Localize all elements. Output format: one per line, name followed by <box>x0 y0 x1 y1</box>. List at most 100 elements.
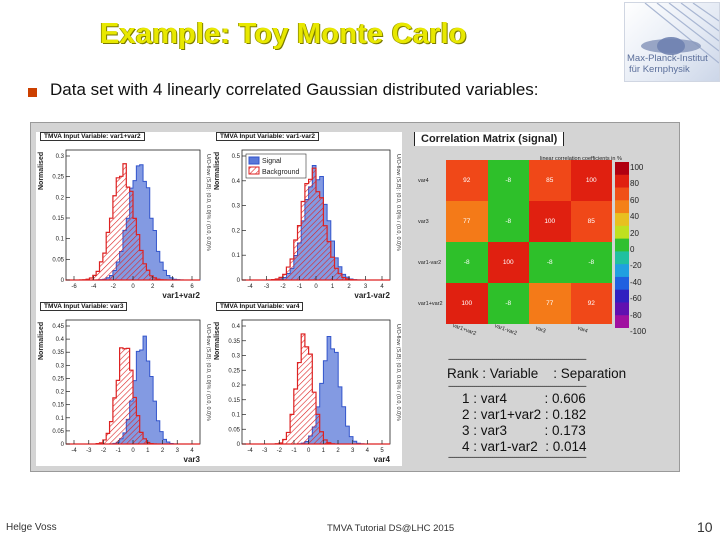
y-tick-label: 0.1 <box>56 237 65 243</box>
correlation-matrix: 92 -8 85 100 77 -8 100 85 -8 100 -8 -8 100 -8 77 92 <box>446 160 612 324</box>
scale-band <box>615 302 629 316</box>
x-tick-label: 4 <box>190 448 194 454</box>
x-tick-label: 0 <box>314 284 318 290</box>
background-histogram <box>66 347 200 445</box>
x-tick-label: 0 <box>131 448 135 454</box>
y-tick-label: 0.2 <box>56 390 65 396</box>
overflow-label: U/O-flow (S,B): (0.0, 0.0)% / (0.0, 0.0)… <box>205 154 211 251</box>
scale-band <box>615 213 629 227</box>
x-tick-label: 2 <box>161 448 165 454</box>
y-tick-label: 0.05 <box>52 429 64 435</box>
histogram-var3: 0.45 0.4 0.35 0.3 0.25 0.2 0.15 0.1 0.05 0 -4 -3 -2 -… <box>36 302 212 466</box>
matrix-cell: 77 <box>446 201 488 242</box>
overflow-label: U/O-flow (S,B): (0.0, 0.0)% / (0.0, 0.0)… <box>395 324 401 421</box>
overflow-label: U/O-flow (S,B): (0.0, 0.0)% / (0.0, 0.0)… <box>395 154 401 251</box>
scale-label: 100 <box>630 163 644 172</box>
ranking-row-2: 2 : var1+var2 : 0.182 <box>447 407 587 422</box>
y-tick-label: 0.3 <box>232 354 241 360</box>
scale-label: -100 <box>630 327 647 336</box>
y-tick-label: 0.1 <box>232 413 241 419</box>
footer-event: TMVA Tutorial DS@LHC 2015 <box>327 523 455 534</box>
matrix-cell: -8 <box>487 160 529 201</box>
logo-line2: für Kernphysik <box>629 64 690 75</box>
y-tick-label: 0.1 <box>232 253 241 259</box>
matrix-cell: 100 <box>487 242 529 283</box>
bullet-square-icon <box>28 88 37 97</box>
legend-background-swatch <box>248 166 260 175</box>
scale-label: 20 <box>630 228 639 238</box>
y-tick-label: 0.4 <box>56 337 65 343</box>
histogram-var1-minus-var2: 0.5 0.4 0.3 0.2 0.1 0 -4 -3 -2 -1 0 1 2 3 4 Signal Backg… <box>212 132 402 302</box>
x-tick-label: 4 <box>366 448 370 454</box>
matrix-cell: -8 <box>446 242 488 283</box>
matrix-cell: -8 <box>487 201 529 242</box>
legend-signal-label: Signal <box>262 158 282 165</box>
y-axis-label: Normalised <box>38 151 45 190</box>
scale-band <box>615 174 629 189</box>
scale-band <box>615 264 629 278</box>
histogram-svg: 0.45 0.4 0.35 0.3 0.25 0.2 0.15 0.1 0.05 0 -4 -3 -2 -… <box>52 319 201 454</box>
scale-band <box>615 187 629 201</box>
x-tick-label: 5 <box>380 448 384 454</box>
scale-label: -80 <box>630 310 642 320</box>
x-tick-label: 4 <box>171 284 175 290</box>
y-tick-label: 0.1 <box>56 416 65 422</box>
matrix-cell: -8 <box>529 242 571 283</box>
y-tick-label: 0.4 <box>232 324 241 330</box>
matrix-row-label: var1+var2 <box>418 301 443 307</box>
page-number: 10 <box>697 519 713 535</box>
scale-band <box>615 225 629 240</box>
x-tick-label: -3 <box>86 448 92 454</box>
y-tick-label: 0.3 <box>56 363 65 369</box>
histogram-svg: 0.4 0.35 0.3 0.25 0.2 0.15 0.1 0.05 0 -4 -3 -2 -1 0 1 2… <box>228 319 391 454</box>
y-tick-label: 0 <box>61 278 65 284</box>
scale-band <box>615 315 629 328</box>
ranking-row-3: 3 : var3 : 0.173 <box>447 423 586 438</box>
correlation-subtitle: linear correlation coefficients in % <box>540 156 622 162</box>
ranking-row-4: 4 : var1-var2 : 0.014 <box>447 439 587 454</box>
scale-label: 0 <box>630 245 635 254</box>
x-tick-label: 3 <box>176 448 180 454</box>
y-tick-label: 0.15 <box>52 403 64 409</box>
background-histogram <box>65 163 200 281</box>
y-tick-label: 0.25 <box>228 368 240 374</box>
plot-title: TMVA Input Variable: var1+var2 <box>40 132 145 141</box>
ranking-dash-top: ----------------------------------------… <box>448 354 587 364</box>
y-tick-label: 0.15 <box>52 216 64 222</box>
x-axis-label: var1+var2 <box>162 291 200 300</box>
y-tick-label: 0 <box>237 442 241 448</box>
scale-band <box>615 251 629 265</box>
matrix-cell: -8 <box>570 242 612 283</box>
y-tick-label: 0.3 <box>56 154 65 160</box>
correlation-color-scale <box>615 162 629 328</box>
x-tick-label: -4 <box>71 448 77 454</box>
y-tick-label: 0.25 <box>52 376 64 382</box>
scale-label: 40 <box>630 212 639 222</box>
x-tick-label: 2 <box>347 284 351 290</box>
scale-band <box>615 238 629 252</box>
legend-signal-swatch <box>248 156 260 165</box>
matrix-cell: 100 <box>446 283 488 324</box>
scale-label: 60 <box>630 195 639 205</box>
institute-logo: Max-Planck-Institut für Kernphysik <box>624 2 720 82</box>
x-tick-label: -2 <box>111 284 117 290</box>
matrix-cell: 92 <box>570 283 612 324</box>
x-tick-label: -2 <box>101 448 107 454</box>
scale-label: -20 <box>630 261 642 271</box>
x-tick-label: 2 <box>336 448 340 454</box>
plot-title: TMVA Input Variable: var3 <box>40 302 128 311</box>
x-tick-label: -1 <box>291 448 297 454</box>
y-tick-label: 0.5 <box>232 154 241 160</box>
x-tick-label: 3 <box>351 448 355 454</box>
matrix-cell: 100 <box>570 160 612 201</box>
y-tick-label: 0.2 <box>232 228 241 234</box>
scale-band <box>615 162 629 176</box>
background-histogram <box>242 333 390 445</box>
ranking-dash-bottom: ----------------------------------------… <box>448 452 587 462</box>
plot-legend: Signal Background <box>245 153 307 179</box>
y-axis-label: Normalised <box>214 321 221 360</box>
ranking-dash-mid: ----------------------------------------… <box>448 381 587 391</box>
scale-band <box>615 200 629 214</box>
plot-title: TMVA Input Variable: var4 <box>216 302 304 311</box>
histogram-var1-plus-var2: 0.3 0.25 0.2 0.15 0.1 0.05 0 -6 -4 -2 0 2 4 6 TMVA Inp… <box>36 132 212 302</box>
